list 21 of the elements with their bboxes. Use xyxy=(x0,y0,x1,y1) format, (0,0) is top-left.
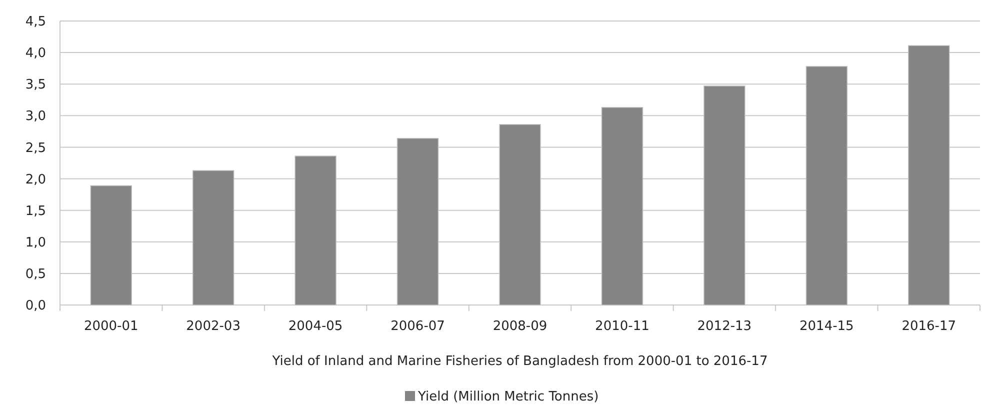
x-tick-label: 2016-17 xyxy=(902,319,956,334)
legend-label: Yield (Million Metric Tonnes) xyxy=(417,390,599,405)
x-tick-label: 2008-09 xyxy=(492,319,548,334)
y-tick-label: 2,0 xyxy=(25,172,46,188)
x-axis-title: Yield of Inland and Marine Fisheries of Bangladesh from 2000-01 to 2016-17 xyxy=(271,354,768,369)
y-tick-label: 0,5 xyxy=(25,266,46,282)
x-tick-label: 2014-15 xyxy=(800,319,854,334)
x-tick-label: 2010-11 xyxy=(595,319,650,334)
y-tick-label: 4,5 xyxy=(25,14,46,30)
x-tick-label: 2002-03 xyxy=(186,319,240,334)
y-tick-label: 4,0 xyxy=(25,46,46,62)
y-tick-label: 1,5 xyxy=(25,204,46,219)
y-tick-label: 1,0 xyxy=(25,235,46,250)
x-tick-label: 2012-13 xyxy=(697,319,752,334)
y-tick-label: 2,5 xyxy=(25,140,46,156)
y-tick-label: 0,0 xyxy=(25,298,46,314)
y-tick-label: 3,0 xyxy=(25,109,46,124)
x-tick-label: 2000-01 xyxy=(84,319,138,334)
x-tick-label: 2006-07 xyxy=(390,319,445,334)
y-tick-label: 3,5 xyxy=(25,78,46,93)
x-tick-label: 2004-05 xyxy=(288,319,343,334)
